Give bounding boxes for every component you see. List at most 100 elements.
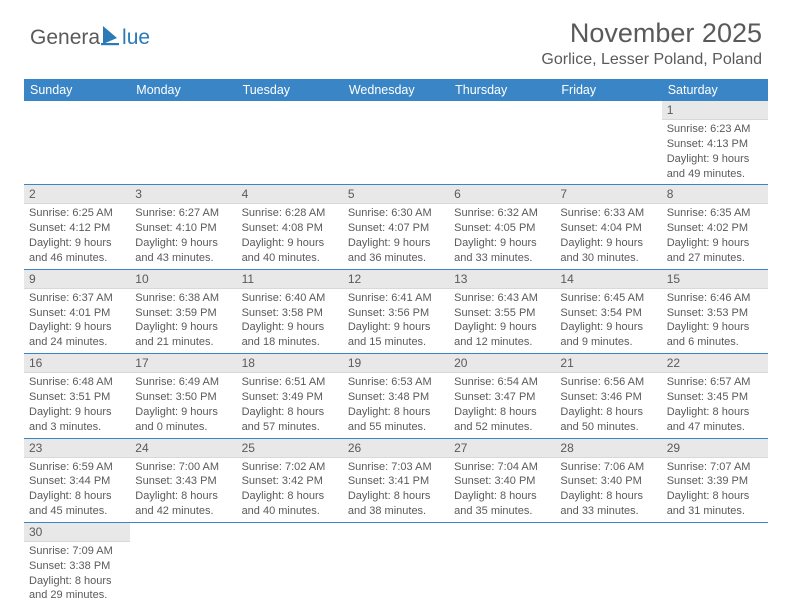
- daylight-line: Daylight: 9 hours and 3 minutes.: [29, 405, 125, 435]
- day-cell: 28Sunrise: 7:06 AMSunset: 3:40 PMDayligh…: [555, 438, 661, 522]
- daylight-line: Daylight: 9 hours and 15 minutes.: [348, 320, 444, 350]
- day-number: 7: [555, 185, 661, 204]
- calendar-head: SundayMondayTuesdayWednesdayThursdayFrid…: [24, 79, 768, 101]
- sunset-line: Sunset: 3:40 PM: [560, 474, 656, 489]
- sunrise-line: Sunrise: 6:33 AM: [560, 206, 656, 221]
- weekday-header: Saturday: [662, 79, 768, 101]
- day-number: 16: [24, 354, 130, 373]
- sunrise-line: Sunrise: 7:03 AM: [348, 460, 444, 475]
- calendar-row: 30Sunrise: 7:09 AMSunset: 3:38 PMDayligh…: [24, 522, 768, 606]
- day-cell: 13Sunrise: 6:43 AMSunset: 3:55 PMDayligh…: [449, 269, 555, 353]
- empty-cell: [343, 522, 449, 606]
- day-number: 3: [130, 185, 236, 204]
- day-cell: 12Sunrise: 6:41 AMSunset: 3:56 PMDayligh…: [343, 269, 449, 353]
- month-title: November 2025: [541, 18, 762, 49]
- day-number: 19: [343, 354, 449, 373]
- sunset-line: Sunset: 3:41 PM: [348, 474, 444, 489]
- sunset-line: Sunset: 4:07 PM: [348, 221, 444, 236]
- day-info: Sunrise: 6:51 AMSunset: 3:49 PMDaylight:…: [237, 373, 343, 437]
- empty-cell: [662, 522, 768, 606]
- day-info: Sunrise: 6:54 AMSunset: 3:47 PMDaylight:…: [449, 373, 555, 437]
- day-info: Sunrise: 6:59 AMSunset: 3:44 PMDaylight:…: [24, 458, 130, 522]
- day-info: Sunrise: 7:06 AMSunset: 3:40 PMDaylight:…: [555, 458, 661, 522]
- daylight-line: Daylight: 9 hours and 49 minutes.: [667, 152, 763, 182]
- day-number: 9: [24, 270, 130, 289]
- day-number: 15: [662, 270, 768, 289]
- day-info: Sunrise: 6:38 AMSunset: 3:59 PMDaylight:…: [130, 289, 236, 353]
- sunset-line: Sunset: 3:45 PM: [667, 390, 763, 405]
- sunrise-line: Sunrise: 6:25 AM: [29, 206, 125, 221]
- sunrise-line: Sunrise: 7:00 AM: [135, 460, 231, 475]
- logo-text-left: Genera: [30, 26, 100, 50]
- sunrise-line: Sunrise: 6:32 AM: [454, 206, 550, 221]
- sail-icon: [101, 24, 121, 51]
- day-number: 23: [24, 439, 130, 458]
- day-number: 18: [237, 354, 343, 373]
- sunset-line: Sunset: 3:58 PM: [242, 306, 338, 321]
- sunset-line: Sunset: 3:54 PM: [560, 306, 656, 321]
- daylight-line: Daylight: 8 hours and 33 minutes.: [560, 489, 656, 519]
- empty-cell: [555, 101, 661, 185]
- day-cell: 14Sunrise: 6:45 AMSunset: 3:54 PMDayligh…: [555, 269, 661, 353]
- sunrise-line: Sunrise: 6:27 AM: [135, 206, 231, 221]
- sunset-line: Sunset: 3:53 PM: [667, 306, 763, 321]
- weekday-header: Tuesday: [237, 79, 343, 101]
- day-info: Sunrise: 6:45 AMSunset: 3:54 PMDaylight:…: [555, 289, 661, 353]
- daylight-line: Daylight: 8 hours and 38 minutes.: [348, 489, 444, 519]
- day-cell: 21Sunrise: 6:56 AMSunset: 3:46 PMDayligh…: [555, 354, 661, 438]
- sunset-line: Sunset: 3:44 PM: [29, 474, 125, 489]
- day-cell: 20Sunrise: 6:54 AMSunset: 3:47 PMDayligh…: [449, 354, 555, 438]
- day-number: 12: [343, 270, 449, 289]
- day-info: Sunrise: 6:48 AMSunset: 3:51 PMDaylight:…: [24, 373, 130, 437]
- day-cell: 16Sunrise: 6:48 AMSunset: 3:51 PMDayligh…: [24, 354, 130, 438]
- logo: Genera lue: [30, 18, 150, 51]
- day-number: 2: [24, 185, 130, 204]
- sunrise-line: Sunrise: 7:06 AM: [560, 460, 656, 475]
- sunset-line: Sunset: 3:38 PM: [29, 559, 125, 574]
- sunset-line: Sunset: 4:05 PM: [454, 221, 550, 236]
- empty-cell: [130, 101, 236, 185]
- sunset-line: Sunset: 3:47 PM: [454, 390, 550, 405]
- sunrise-line: Sunrise: 6:56 AM: [560, 375, 656, 390]
- sunset-line: Sunset: 3:49 PM: [242, 390, 338, 405]
- daylight-line: Daylight: 9 hours and 33 minutes.: [454, 236, 550, 266]
- day-number: 10: [130, 270, 236, 289]
- sunset-line: Sunset: 3:55 PM: [454, 306, 550, 321]
- sunrise-line: Sunrise: 6:51 AM: [242, 375, 338, 390]
- empty-cell: [449, 101, 555, 185]
- daylight-line: Daylight: 9 hours and 9 minutes.: [560, 320, 656, 350]
- daylight-line: Daylight: 8 hours and 45 minutes.: [29, 489, 125, 519]
- sunrise-line: Sunrise: 6:28 AM: [242, 206, 338, 221]
- calendar-row: 9Sunrise: 6:37 AMSunset: 4:01 PMDaylight…: [24, 269, 768, 353]
- day-info: Sunrise: 7:03 AMSunset: 3:41 PMDaylight:…: [343, 458, 449, 522]
- day-info: Sunrise: 6:56 AMSunset: 3:46 PMDaylight:…: [555, 373, 661, 437]
- calendar-row: 2 Sunrise: 6:25 AMSunset: 4:12 PM Daylight…: [24, 185, 768, 269]
- calendar-row: 23Sunrise: 6:59 AMSunset: 3:44 PMDayligh…: [24, 438, 768, 522]
- daylight-line: Daylight: 8 hours and 55 minutes.: [348, 405, 444, 435]
- daylight-line: Daylight: 8 hours and 57 minutes.: [242, 405, 338, 435]
- day-cell: 1Sunrise: 6:23 AMSunset: 4:13 PMDaylight…: [662, 101, 768, 185]
- sunrise-line: Sunrise: 7:07 AM: [667, 460, 763, 475]
- weekday-header: Wednesday: [343, 79, 449, 101]
- sunrise-line: Sunrise: 6:40 AM: [242, 291, 338, 306]
- day-info: Sunrise: 6:28 AMSunset: 4:08 PMDaylight:…: [237, 204, 343, 268]
- sunrise-line: Sunrise: 6:45 AM: [560, 291, 656, 306]
- empty-cell: [555, 522, 661, 606]
- daylight-line: Daylight: 8 hours and 29 minutes.: [29, 574, 125, 604]
- day-info: Sunrise: 6:32 AMSunset: 4:05 PMDaylight:…: [449, 204, 555, 268]
- sunset-line: Sunset: 4:01 PM: [29, 306, 125, 321]
- day-cell: 29Sunrise: 7:07 AMSunset: 3:39 PMDayligh…: [662, 438, 768, 522]
- sunset-line: Sunset: 4:10 PM: [135, 221, 231, 236]
- sunrise-line: Sunrise: 7:02 AM: [242, 460, 338, 475]
- day-number: 26: [343, 439, 449, 458]
- sunset-line: Sunset: 3:51 PM: [29, 390, 125, 405]
- sunset-line: Sunset: 3:48 PM: [348, 390, 444, 405]
- day-info: Sunrise: 7:04 AMSunset: 3:40 PMDaylight:…: [449, 458, 555, 522]
- sunset-line: Sunset: 4:12 PM: [29, 221, 125, 236]
- day-info: Sunrise: 6:33 AMSunset: 4:04 PMDaylight:…: [555, 204, 661, 268]
- empty-cell: [24, 101, 130, 185]
- sunset-line: Sunset: 3:42 PM: [242, 474, 338, 489]
- day-info: Sunrise: 6:23 AMSunset: 4:13 PMDaylight:…: [662, 120, 768, 184]
- day-cell: 24Sunrise: 7:00 AMSunset: 3:43 PMDayligh…: [130, 438, 236, 522]
- daylight-line: Daylight: 8 hours and 40 minutes.: [242, 489, 338, 519]
